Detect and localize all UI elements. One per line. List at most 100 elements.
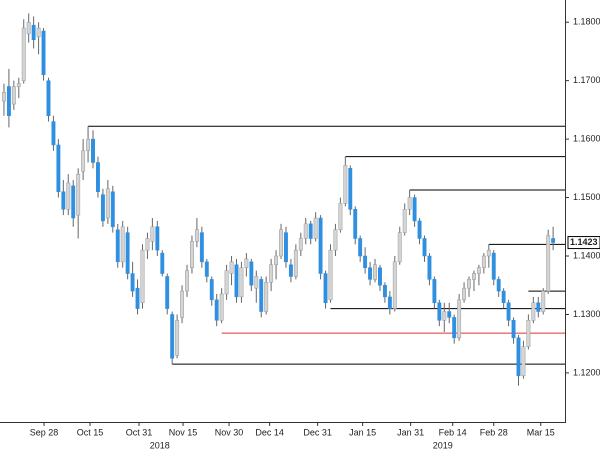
x-tick-label: Jan 31 <box>397 427 424 437</box>
year-label: 2018 <box>150 440 170 450</box>
candle-body <box>318 217 323 274</box>
candle-body <box>175 320 180 356</box>
candle-body <box>486 249 491 257</box>
x-tick-label: Dec 14 <box>255 427 284 437</box>
candle-body <box>41 30 46 76</box>
candle-body <box>501 290 506 304</box>
candle-body <box>417 220 422 239</box>
y-tick-label: 1.1800 <box>573 17 600 27</box>
candle-body <box>140 249 145 304</box>
candle-body <box>264 282 269 312</box>
candle-body <box>427 255 432 280</box>
candle-body <box>437 302 442 321</box>
y-tick-label: 1.1500 <box>573 192 600 202</box>
candle-body <box>110 191 115 228</box>
candle-body <box>452 317 457 339</box>
candle-body <box>323 273 328 304</box>
candle-body <box>457 299 462 339</box>
candle-body <box>61 191 66 210</box>
candle-body <box>378 267 382 286</box>
candle-body <box>472 273 476 280</box>
candle-body <box>368 267 373 280</box>
candle-body <box>96 162 100 192</box>
candle-body <box>363 255 368 268</box>
candle-body <box>204 261 209 277</box>
candle-body <box>185 270 189 292</box>
candle-body <box>51 121 56 146</box>
candle-body <box>288 264 293 277</box>
candle-body <box>199 232 204 263</box>
candle-body <box>155 226 160 251</box>
candle-body <box>259 279 264 312</box>
x-tick-label: Feb 14 <box>439 427 467 437</box>
candle-body <box>353 208 358 239</box>
candle-body <box>506 302 511 321</box>
candle-body <box>209 279 214 301</box>
candle-body <box>298 238 303 251</box>
candle-body <box>551 238 556 243</box>
candle-body <box>476 267 481 274</box>
candle-body <box>229 261 234 274</box>
candle-body <box>491 252 496 280</box>
y-tick-label: 1.1400 <box>573 250 600 260</box>
candle-body <box>234 264 239 298</box>
candle-body <box>190 241 194 268</box>
candle-body <box>308 223 313 239</box>
candle-body <box>244 258 249 268</box>
candle-body <box>76 173 81 216</box>
y-tick-label: 1.1700 <box>573 75 600 85</box>
candle-body <box>407 197 412 210</box>
candle-body <box>447 311 452 318</box>
candle-body <box>343 165 348 204</box>
candle-body <box>467 279 471 289</box>
candle-body <box>392 261 397 309</box>
candle-body <box>239 267 244 298</box>
candle-body <box>150 226 155 242</box>
candle-body <box>36 27 41 38</box>
candle-body <box>91 138 95 163</box>
x-tick-label: Jan 15 <box>349 427 376 437</box>
candle-body <box>279 229 283 257</box>
candle-body <box>293 249 298 277</box>
candle-body <box>284 232 288 263</box>
candle-body <box>348 168 353 210</box>
candle-body <box>387 296 392 309</box>
candle-body <box>303 223 308 239</box>
candle-body <box>86 138 91 152</box>
candle-body <box>397 232 402 263</box>
candle-body <box>71 185 76 219</box>
candle-body <box>511 320 516 339</box>
last-price-label: 1.1423 <box>570 237 598 247</box>
candle-body <box>160 252 165 274</box>
candle-body <box>145 238 150 251</box>
candle-body <box>462 287 467 301</box>
candle-body <box>531 302 536 321</box>
year-label: 2019 <box>433 440 453 450</box>
candle-body <box>412 197 417 222</box>
candle-body <box>130 273 135 292</box>
candle-body <box>16 83 21 87</box>
x-tick-label: Sep 28 <box>30 427 59 437</box>
candle-body <box>11 86 16 105</box>
candle-body <box>541 290 546 312</box>
candle-body <box>26 21 31 35</box>
candle-body <box>224 270 229 295</box>
candle-body <box>2 92 6 102</box>
candle-body <box>214 299 219 321</box>
candle-body <box>526 320 531 347</box>
candle-body <box>422 238 427 257</box>
candle-body <box>254 276 259 289</box>
candle-body <box>333 229 338 251</box>
x-tick-label: Nov 30 <box>215 427 244 437</box>
candle-body <box>81 150 86 172</box>
candle-body <box>219 293 224 321</box>
candle-body <box>521 346 526 377</box>
candle-body <box>496 279 501 292</box>
candle-body <box>170 314 175 359</box>
candle-body <box>125 232 130 274</box>
candle-body <box>338 203 343 230</box>
candle-body <box>6 86 11 116</box>
y-tick-label: 1.1300 <box>573 309 600 319</box>
candle-body <box>516 337 521 377</box>
